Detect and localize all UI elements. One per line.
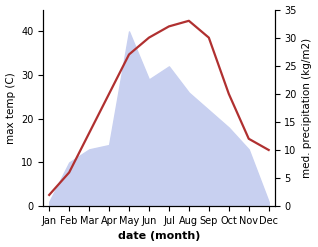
Y-axis label: max temp (C): max temp (C) xyxy=(5,72,16,144)
Y-axis label: med. precipitation (kg/m2): med. precipitation (kg/m2) xyxy=(302,38,313,178)
X-axis label: date (month): date (month) xyxy=(118,231,200,242)
